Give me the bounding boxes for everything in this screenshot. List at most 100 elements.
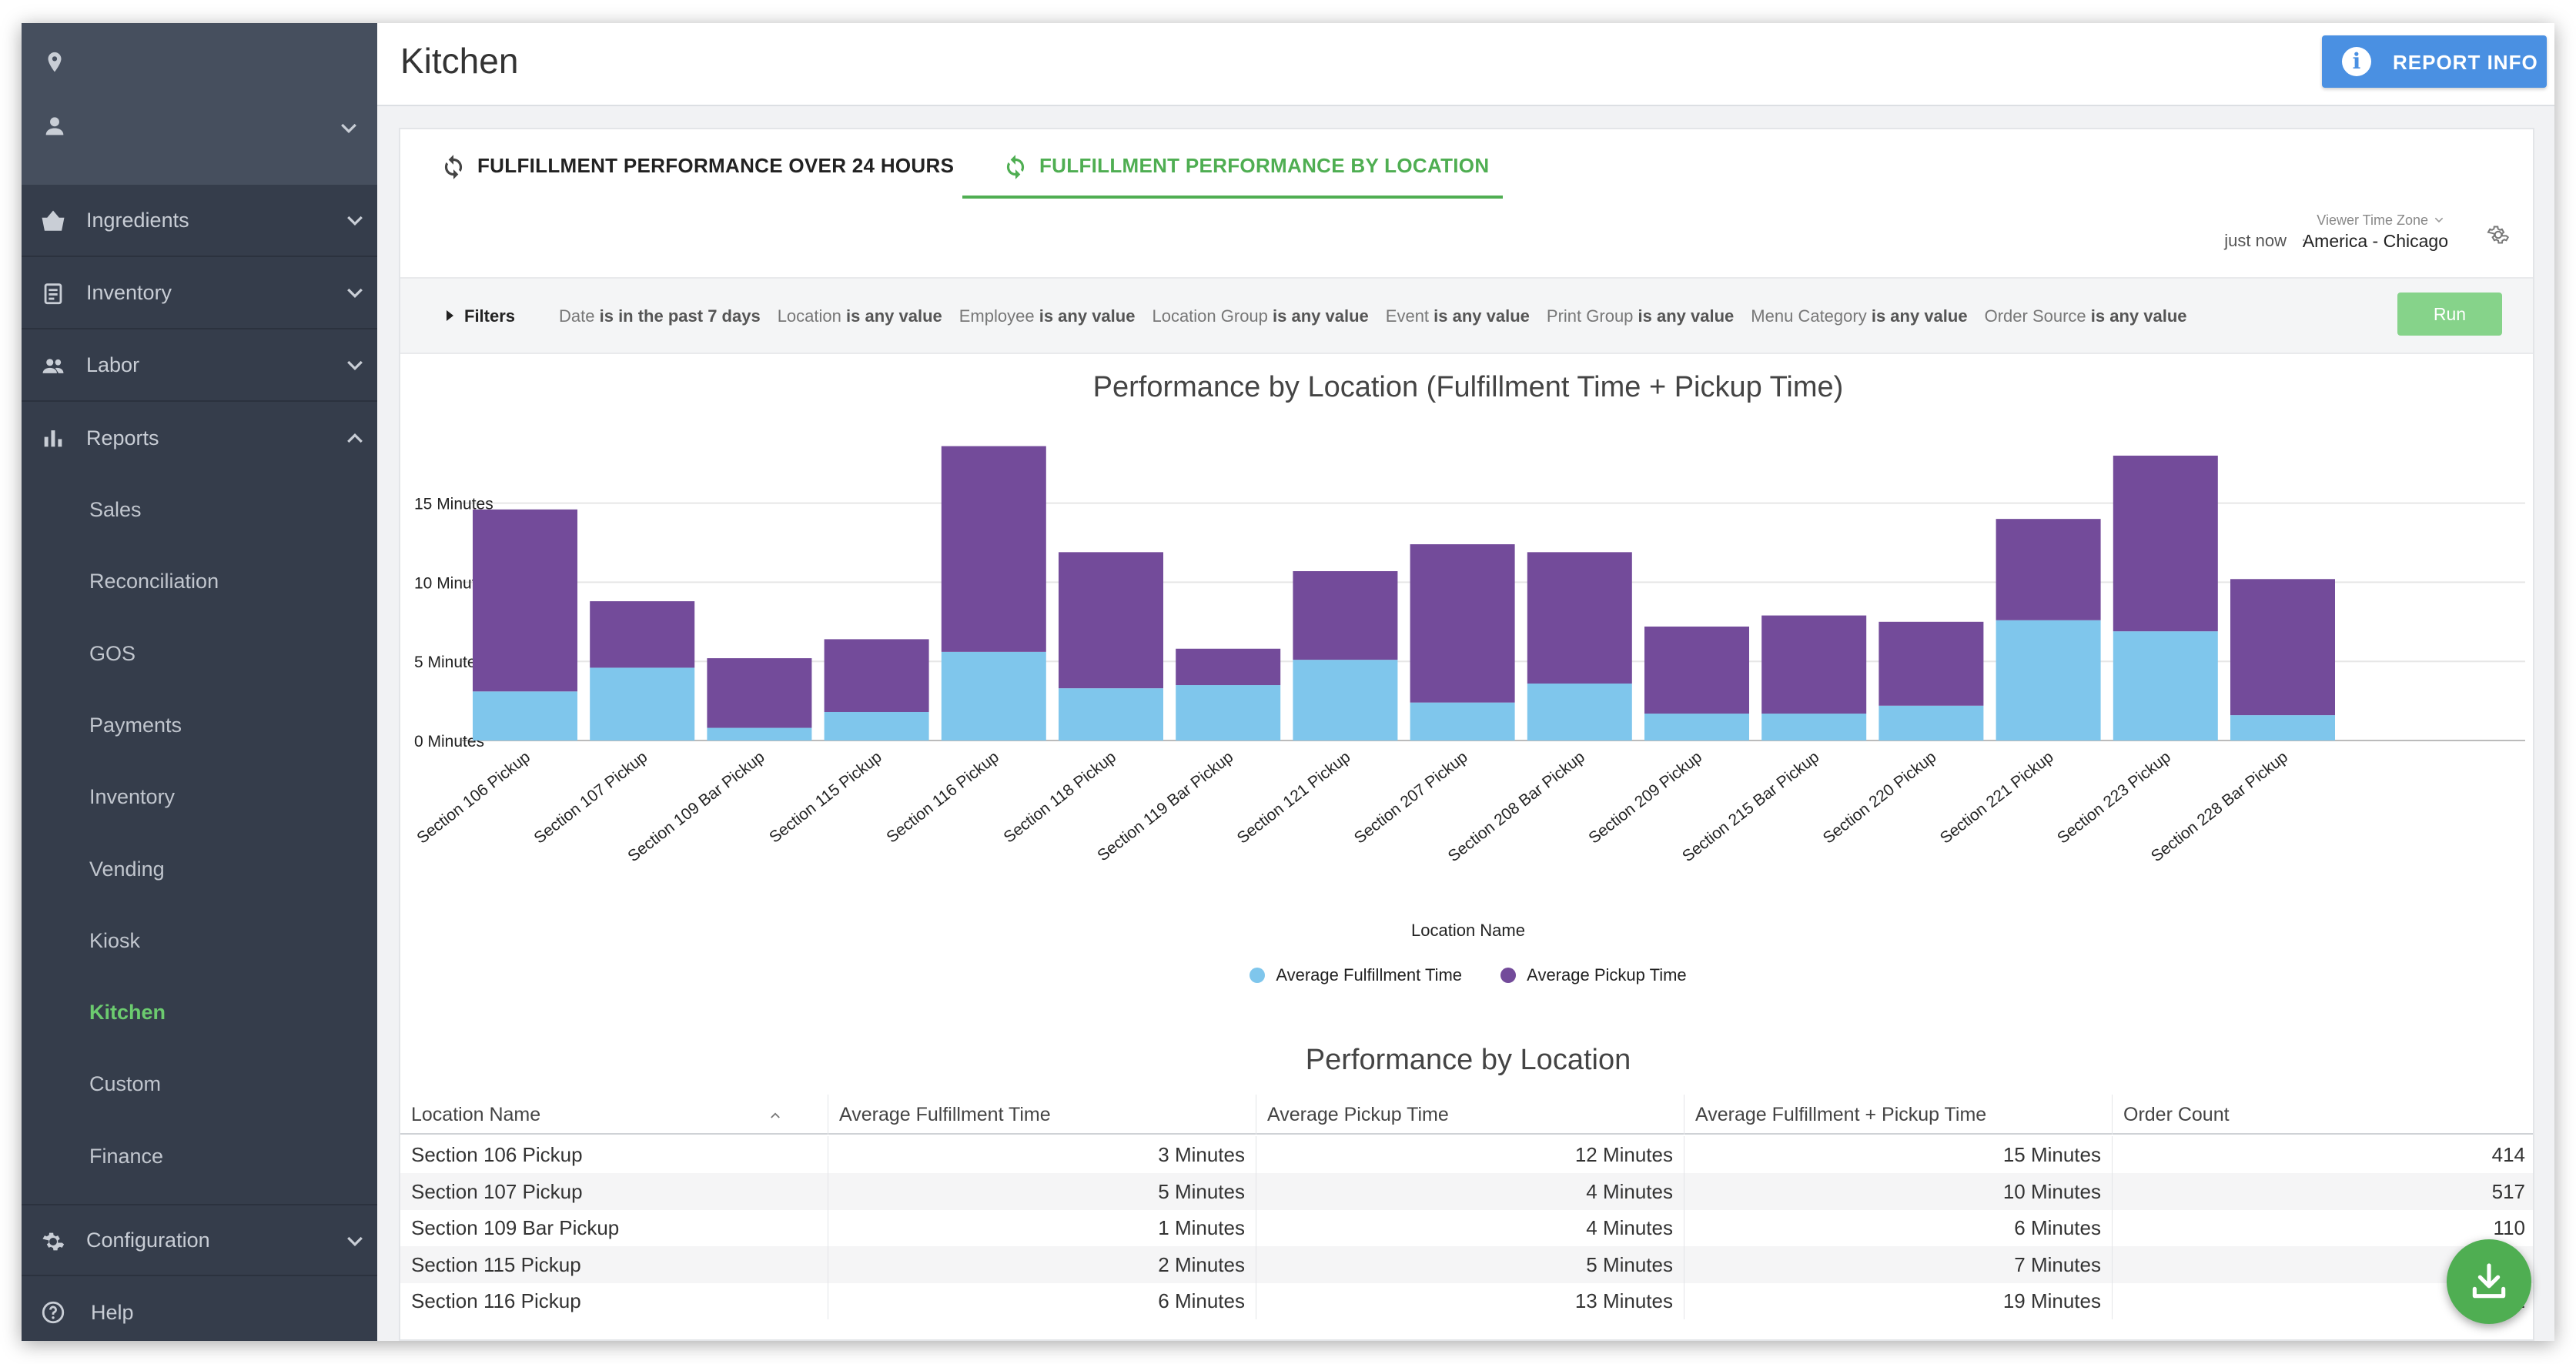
column-header-label: Location Name — [411, 1104, 541, 1125]
filter-chip[interactable]: Print Group is any value — [1547, 306, 1734, 326]
chart-legend: Average Fulfillment Time Average Pickup … — [400, 965, 2533, 988]
sidebar-item-sales[interactable]: Sales — [22, 474, 377, 546]
run-button[interactable]: Run — [2397, 293, 2502, 336]
filter-chip[interactable]: Location is any value — [778, 306, 942, 326]
download-button[interactable] — [2447, 1239, 2531, 1324]
column-header-order-count[interactable]: Order Count — [2123, 1104, 2230, 1125]
sidebar-item-kitchen[interactable]: Kitchen — [22, 977, 377, 1048]
sidebar-item-label: Reconciliation — [89, 570, 219, 593]
location-selector[interactable] — [22, 32, 377, 94]
filter-chip[interactable]: Location Group is any value — [1152, 306, 1368, 326]
column-header-pickup[interactable]: Average Pickup Time — [1256, 1095, 1684, 1135]
bar-fulfillment — [1644, 714, 1749, 741]
y-tick-label: 5 Minutes — [414, 654, 484, 671]
column-header-total[interactable]: Average Fulfillment + Pickup Time — [1684, 1095, 2113, 1135]
sidebar-item-payments[interactable]: Payments — [22, 690, 377, 761]
bar-pickup — [1527, 552, 1632, 684]
filter-operator: is in the past 7 days — [599, 306, 761, 326]
sidebar-item-vending[interactable]: Vending — [22, 834, 377, 905]
user-menu[interactable] — [22, 95, 377, 157]
column-header-location[interactable]: Location Name — [400, 1095, 828, 1135]
report-card: FULFILLMENT PERFORMANCE OVER 24 HOURS FU… — [399, 128, 2534, 1341]
tab-fulfillment-by-location[interactable]: FULFILLMENT PERFORMANCE BY LOCATION — [962, 129, 1503, 200]
filter-chip[interactable]: Menu Category is any value — [1751, 306, 1967, 326]
table-row[interactable]: Section 107 Pickup 5 Minutes 4 Minutes 10 M… — [400, 1172, 2533, 1210]
legend-item-pickup[interactable]: Average Pickup Time — [1500, 965, 1687, 985]
bar-pickup — [1410, 544, 1515, 703]
bar-fulfillment — [2230, 715, 2335, 741]
column-header-fulfillment[interactable]: Average Fulfillment Time — [828, 1095, 1256, 1135]
bar-fulfillment — [707, 727, 812, 741]
sidebar-item-label: Vending — [89, 857, 165, 881]
table-row[interactable]: Section 115 Pickup 2 Minutes 5 Minutes 7 Mi… — [400, 1245, 2533, 1283]
filter-chip[interactable]: Event is any value — [1386, 306, 1530, 326]
table-cell: 13 Minutes — [1256, 1282, 1684, 1320]
help-icon — [42, 1301, 65, 1324]
table-cell: 4 Minutes — [1256, 1209, 1684, 1247]
sort-ascending-icon[interactable] — [768, 1108, 782, 1122]
x-tick-label: Section 106 Pickup — [413, 748, 534, 847]
x-tick-label: Section 109 Bar Pickup — [624, 748, 768, 866]
x-tick-label: Section 115 Pickup — [766, 748, 885, 847]
timezone-value: America - Chicago — [2302, 231, 2448, 251]
bar-fulfillment — [1878, 705, 1984, 741]
filter-field: Location — [777, 306, 841, 326]
filter-chip[interactable]: Employee is any value — [959, 306, 1136, 326]
bar-pickup — [1176, 648, 1281, 686]
table-row[interactable]: Section 109 Bar Pickup 1 Minutes 4 Minutes… — [400, 1209, 2533, 1247]
sidebar-item-gos[interactable]: GOS — [22, 618, 377, 690]
filter-field: Date — [559, 306, 595, 326]
x-tick-label: Section 118 Pickup — [1000, 748, 1119, 847]
x-tick-label: Section 119 Bar Pickup — [1094, 748, 1236, 865]
filter-field: Print Group — [1546, 306, 1634, 326]
x-tick-label: Section 228 Bar Pickup — [2148, 748, 2291, 866]
filter-operator: is any value — [1638, 306, 1735, 326]
gear-icon — [42, 1232, 65, 1251]
filter-chip[interactable]: Date is in the past 7 days — [559, 306, 761, 326]
legend-item-fulfillment[interactable]: Average Fulfillment Time — [1250, 965, 1462, 985]
tab-fulfillment-24-hours[interactable]: FULFILLMENT PERFORMANCE OVER 24 HOURS — [439, 129, 978, 200]
table-row[interactable]: Section 116 Pickup 6 Minutes 13 Minutes 19 … — [400, 1282, 2533, 1320]
sidebar-item-label: Kiosk — [89, 928, 141, 952]
table-title: Performance by Location — [1305, 1044, 1631, 1076]
bar-fulfillment — [1761, 714, 1867, 741]
sidebar-item-custom[interactable]: Custom — [22, 1048, 377, 1120]
settings-gear-icon[interactable] — [2485, 222, 2511, 248]
filter-operator: is any value — [2090, 306, 2187, 326]
sidebar-item-labor[interactable]: Labor — [22, 329, 377, 402]
bar-pickup — [1293, 571, 1398, 660]
sidebar-item-reports[interactable]: Reports — [22, 402, 377, 474]
sidebar-item-inventory[interactable]: Inventory — [22, 761, 377, 833]
sidebar-item-inventory[interactable]: Inventory — [22, 257, 377, 329]
filter-field: Menu Category — [1751, 306, 1867, 326]
table-cell: Section 109 Bar Pickup — [400, 1209, 828, 1247]
sidebar-item-label: Custom — [89, 1072, 162, 1096]
timezone-label: Viewer Time Zone — [2317, 212, 2428, 228]
filters-label: Filters — [464, 306, 516, 326]
sidebar-item-help[interactable]: Help — [22, 1276, 377, 1341]
y-tick-label: 0 Minutes — [414, 733, 484, 751]
bar-fulfillment — [1059, 688, 1163, 741]
filter-summary[interactable]: Date is in the past 7 days Location is an… — [559, 306, 2204, 326]
sidebar: Ingredients Inventory Labor Reports Sale… — [22, 23, 377, 1341]
sidebar-item-reconciliation[interactable]: Reconciliation — [22, 546, 377, 617]
sidebar-item-configuration[interactable]: Configuration — [22, 1204, 377, 1276]
bar-pickup — [590, 601, 695, 668]
report-info-button[interactable]: i REPORT INFO — [2322, 35, 2547, 88]
refresh-icon — [444, 155, 463, 179]
filters-toggle[interactable]: Filters — [447, 306, 515, 326]
sidebar-item-ingredients[interactable]: Ingredients — [22, 185, 377, 257]
sidebar-item-finance[interactable]: Finance — [22, 1121, 377, 1192]
table-row[interactable]: Section 106 Pickup 3 Minutes 12 Minutes 15 … — [400, 1136, 2533, 1173]
bar-fulfillment — [590, 667, 695, 741]
bar-fulfillment — [941, 651, 1046, 741]
filter-chip[interactable]: Order Source is any value — [1985, 306, 2187, 326]
sidebar-item-kiosk[interactable]: Kiosk — [22, 905, 377, 977]
chevron-down-icon[interactable] — [337, 117, 360, 140]
clipboard-icon — [44, 283, 62, 305]
sidebar-item-label: Inventory — [86, 280, 172, 304]
sidebar-top — [22, 23, 377, 185]
basket-icon — [42, 210, 65, 231]
table-cell: 3 Minutes — [828, 1136, 1256, 1173]
x-tick-label: Section 207 Pickup — [1351, 748, 1471, 847]
